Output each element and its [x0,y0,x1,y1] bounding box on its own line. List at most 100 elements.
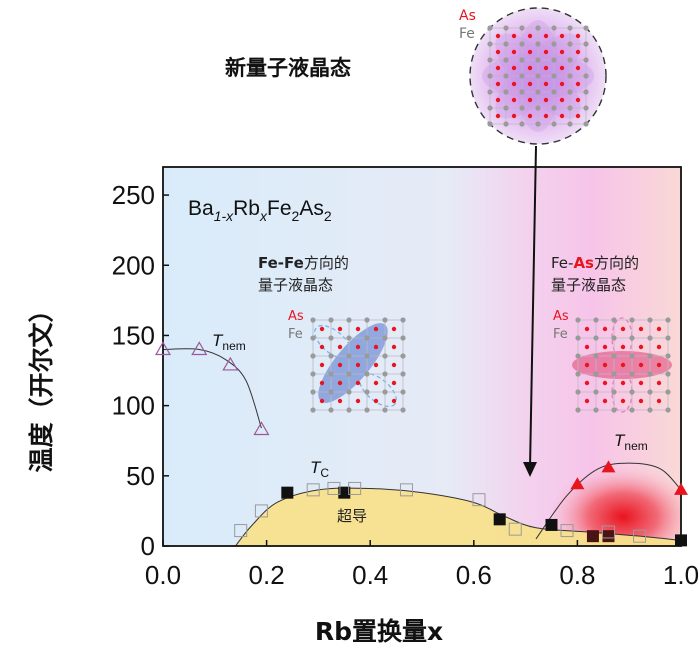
fe-atom [503,25,509,31]
fe-atom [567,105,573,111]
as-atom [373,380,379,386]
fe-atom [519,41,525,47]
as-atom [656,362,662,368]
as-atom [602,326,608,332]
legend-fe-right: Fe [553,327,568,342]
fe-atom [382,335,388,341]
tnem-data-point [154,341,172,356]
tnem-data-point [253,421,270,436]
y-tick-label: 100 [112,391,155,421]
y-tick-label: 50 [126,461,155,491]
fe-atom [310,317,316,323]
compound-formula: Ba1-xRbxFe2As2 [188,197,332,224]
as-atom [575,33,581,39]
fe-atom [487,121,493,127]
as-atom [373,344,379,350]
fe-atom [575,335,581,341]
as-atom [543,33,549,39]
fe-atom [519,73,525,79]
fe-atom [519,57,525,63]
fe-atom [593,335,599,341]
tc-data-point [338,486,351,499]
fe-atom [400,335,406,341]
fe-atom [346,353,352,359]
as-atom [319,326,325,332]
tc-data-point [586,530,599,543]
as-atom [527,81,533,87]
fe-atom [583,73,589,79]
as-atom [527,97,533,103]
y-axis-label: 温度（开尔文） [27,297,56,472]
legend-as-top: As [459,8,476,24]
as-atom [511,33,517,39]
fe-atom [647,371,653,377]
fe-atom [665,353,671,359]
as-atom [559,97,565,103]
as-atom [584,362,590,368]
fe-atom [575,317,581,323]
as-atom [656,398,662,404]
as-atom [527,49,533,55]
fe-atom [575,389,581,395]
fe-atom [400,371,406,377]
as-atom [495,49,501,55]
fe-atom [567,41,573,47]
fe-atom [503,57,509,63]
fe-atom [364,317,370,323]
fe-atom [382,389,388,395]
as-atom [559,81,565,87]
tnem-data-point [674,482,688,495]
fe-atom [382,371,388,377]
tnem-data-point [191,341,208,356]
fe-atom [310,335,316,341]
fe-atom [364,335,370,341]
fe-atom [364,371,370,377]
as-atom [543,97,549,103]
orbital-ellipse [318,323,388,403]
tc-data-point [545,518,558,531]
superconducting-dome [235,488,681,546]
fe-atom [535,121,541,127]
fe-atom [665,407,671,413]
fe-atom [567,25,573,31]
tc-data-point [234,524,248,538]
fe-atom [611,407,617,413]
new-quantum-liquid-crystal-title: 新量子液晶态 [225,56,351,80]
as-atom [337,398,343,404]
as-atom [638,398,644,404]
tnem-right-curve [535,462,681,540]
as-atom [337,380,343,386]
as-atom [373,362,379,368]
as-atom [584,398,590,404]
fe-atom [567,73,573,79]
fe-atom [328,335,334,341]
fe-atom [629,371,635,377]
fe-atom [400,389,406,395]
x-axis-label: Rb置换量x [315,617,443,646]
as-atom [602,362,608,368]
tnem-data-point [601,460,616,473]
tc-data-point [508,522,522,536]
tc-data-point [254,504,268,518]
as-atom [319,362,325,368]
fe-atom [346,317,352,323]
fe-atom [535,57,541,63]
fe-atom [593,371,599,377]
fe-atom [400,317,406,323]
y-tick-label: 250 [112,180,155,210]
fe-atom [567,57,573,63]
fe-atom [665,317,671,323]
legend-fe-left: Fe [288,327,303,342]
tc-data-point [281,486,294,499]
fe-atom [328,353,334,359]
fe-atom [647,407,653,413]
fe-atom [519,105,525,111]
as-atom [559,113,565,119]
fe-atom [551,89,557,95]
fe-atom [611,371,617,377]
plot-frame [162,166,682,547]
tc-data-point [560,524,574,538]
fe-atom [575,407,581,413]
fe-atom [629,389,635,395]
tc-data-point [327,481,341,495]
